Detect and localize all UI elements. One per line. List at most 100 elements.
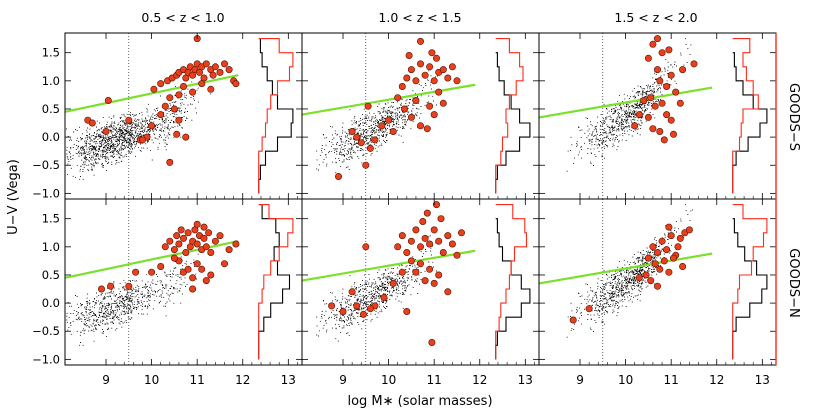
xray-source	[385, 116, 393, 124]
xray-source	[423, 209, 431, 217]
y-axis-label: U−V (Vega)	[6, 159, 21, 235]
xray-source	[444, 232, 452, 240]
histogram-galaxies	[495, 218, 531, 360]
xray-source	[357, 139, 365, 147]
xray-source	[407, 113, 415, 121]
xray-source	[421, 277, 429, 285]
xray-source	[403, 74, 411, 82]
xray-source	[428, 49, 436, 57]
x-tick-label: 12	[235, 373, 250, 387]
xray-source	[679, 262, 687, 270]
xray-source	[198, 265, 206, 273]
xray-source	[193, 260, 201, 268]
panel-5: 9 10 11 12 13	[301, 198, 540, 387]
panel-border	[538, 32, 777, 200]
xray-source	[180, 83, 188, 91]
xray-source	[148, 122, 156, 130]
division-line	[64, 74, 239, 113]
xray-source	[221, 60, 229, 68]
xray-source	[175, 240, 183, 248]
division-line	[301, 83, 476, 116]
xray-source	[644, 54, 652, 62]
panel-2	[301, 32, 540, 200]
xray-source	[394, 94, 402, 102]
xray-source	[232, 240, 240, 248]
xray-source	[394, 243, 402, 251]
xray-source	[232, 80, 240, 88]
xray-source	[435, 237, 443, 245]
xray-source	[444, 288, 452, 296]
xray-source	[432, 201, 440, 209]
xray-source	[150, 85, 158, 93]
y-tick-label: 0.0	[42, 130, 60, 144]
xray-source	[184, 229, 192, 237]
histogram-xray	[258, 38, 294, 194]
xray-source	[364, 102, 372, 110]
xray-source	[170, 105, 178, 113]
xray-source	[457, 229, 465, 237]
x-tick-label: 13	[281, 373, 296, 387]
x-tick-label: 10	[381, 373, 396, 387]
histogram-galaxies	[732, 52, 768, 194]
xray-source	[665, 46, 673, 54]
xray-source	[216, 232, 224, 240]
xray-source	[216, 68, 224, 76]
xray-source	[407, 237, 415, 245]
xray-source	[166, 237, 174, 245]
xray-source	[366, 144, 374, 152]
xray-source	[207, 271, 215, 279]
x-tick-label: 9	[102, 373, 110, 387]
xray-source	[193, 240, 201, 248]
xray-source	[102, 128, 110, 136]
x-tick-label: 12	[472, 373, 487, 387]
xray-source	[644, 113, 652, 121]
xray-source	[148, 268, 156, 276]
xray-source	[200, 234, 208, 242]
xray-source	[635, 111, 643, 119]
xray-source	[676, 99, 684, 107]
xray-source	[202, 277, 210, 285]
xray-source	[439, 99, 447, 107]
panel-6: 9 10 11 12 13	[538, 198, 777, 387]
xray-source	[398, 232, 406, 240]
xray-source	[585, 305, 593, 313]
xray-source	[428, 338, 436, 346]
xray-source	[651, 102, 659, 110]
x-tick-label: 11	[427, 373, 442, 387]
xray-source	[649, 125, 657, 133]
xray-source	[430, 111, 438, 119]
xray-source	[679, 66, 687, 74]
xray-source	[416, 60, 424, 68]
y-tick-label: 0.5	[42, 102, 60, 116]
xray-source	[398, 83, 406, 91]
xray-source	[658, 237, 666, 245]
xray-source	[642, 271, 650, 279]
xray-source	[653, 35, 661, 43]
xray-source	[207, 249, 215, 257]
xray-source	[647, 94, 655, 102]
division-line	[538, 252, 713, 285]
labels: 0.5 < z < 1.0 1.0 < z < 1.5 1.5 < z < 2.…	[6, 10, 801, 409]
xray-source	[647, 277, 655, 285]
xray-source	[175, 116, 183, 124]
xray-source	[200, 223, 208, 231]
xray-source	[658, 99, 666, 107]
xray-source	[193, 220, 201, 228]
xray-source	[221, 260, 229, 268]
xray-source	[672, 88, 680, 96]
xray-source	[669, 130, 677, 138]
histogram-xray	[495, 204, 528, 360]
xray-source	[205, 229, 213, 237]
galaxy-points	[566, 38, 692, 172]
panel-border	[64, 32, 303, 200]
xray-source	[182, 133, 190, 141]
xray-source	[175, 91, 183, 99]
xray-source	[421, 234, 429, 242]
histogram-xray	[732, 204, 768, 360]
xray-source	[104, 97, 112, 105]
xray-source	[398, 268, 406, 276]
y-tick-label: 1.0	[42, 74, 60, 88]
xray-source	[189, 285, 197, 293]
xray-source	[189, 274, 197, 282]
